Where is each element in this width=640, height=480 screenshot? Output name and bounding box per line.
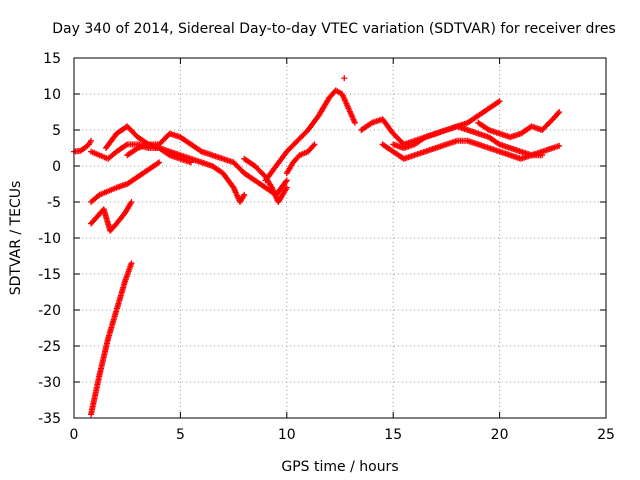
y-tick-label: -25 <box>38 339 61 355</box>
plot-frame <box>73 57 607 419</box>
series-arc-a <box>71 137 95 155</box>
series-arc-k <box>341 75 348 82</box>
data-point <box>283 177 290 184</box>
y-tick-label: 0 <box>52 159 61 175</box>
y-tick-label: -5 <box>47 195 61 211</box>
data-point <box>555 110 562 117</box>
data-point <box>341 75 348 82</box>
series-arc-i <box>262 87 358 184</box>
x-tick-label: 0 <box>70 427 79 443</box>
data-point <box>311 141 318 148</box>
series-arc-c <box>88 199 135 234</box>
data-point <box>188 159 195 166</box>
data-point <box>88 137 95 144</box>
data-point <box>241 191 248 198</box>
x-tick-label: 20 <box>491 427 509 443</box>
y-tick-label: -20 <box>38 303 61 319</box>
grid <box>74 58 606 418</box>
series-arc-m <box>379 137 563 162</box>
chart-title: Day 340 of 2014, Sidereal Day-to-day VTE… <box>52 21 615 37</box>
data-point <box>122 142 129 149</box>
y-tick-label: 15 <box>43 51 61 67</box>
data-point <box>154 160 161 167</box>
data-point <box>351 119 358 126</box>
x-tick-label: 25 <box>597 427 615 443</box>
data-point <box>539 152 546 159</box>
data-point <box>128 199 135 205</box>
data-point <box>556 109 563 115</box>
data-point <box>496 98 503 105</box>
x-tick-label: 15 <box>384 427 402 443</box>
series-arc-h <box>241 155 290 205</box>
y-tick-label: -35 <box>38 411 61 427</box>
data-point <box>556 142 563 149</box>
series-arc-b <box>88 260 135 418</box>
data-point <box>310 142 317 149</box>
y-tick-label: 10 <box>43 87 61 103</box>
y-tick-label: -10 <box>38 231 61 247</box>
y-tick-label: -15 <box>38 267 61 283</box>
series-arc-n <box>390 123 546 159</box>
axis-ticks: 0 5 10 15 20 25 -35 -30 -25 -20 -15 -10 -5 0 5 10 15 <box>38 51 615 443</box>
data-point <box>156 159 163 166</box>
y-tick-label: 5 <box>52 123 61 139</box>
data-point <box>128 260 135 267</box>
series-arc-g <box>124 141 195 166</box>
data-point <box>282 178 289 185</box>
x-tick-label: 10 <box>278 427 296 443</box>
data-point <box>495 99 502 106</box>
data-points <box>71 75 563 418</box>
series-arc-d <box>88 159 163 205</box>
x-axis-label: GPS time / hours <box>281 459 398 475</box>
series-arc-j <box>283 141 318 177</box>
y-tick-label: -30 <box>38 375 61 391</box>
x-tick-label: 5 <box>176 427 185 443</box>
series-arc-e <box>88 141 248 205</box>
series-arc-o <box>475 109 563 141</box>
y-axis-label: SDTVAR / TECUs <box>8 181 24 296</box>
data-point <box>283 184 290 191</box>
